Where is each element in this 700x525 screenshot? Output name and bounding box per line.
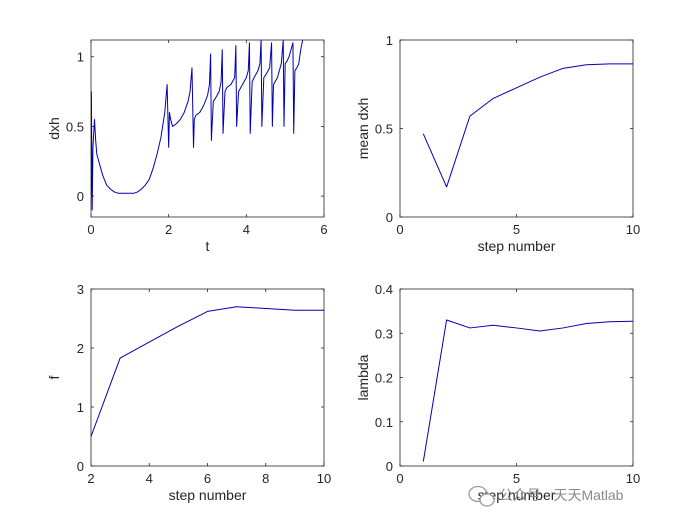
- x-axis-label: step number: [478, 238, 556, 254]
- y-axis-label: mean dxh: [355, 98, 371, 159]
- subplot-mean-dxh: 0 5 10 0 0.5 1 step number mean dxh: [355, 33, 640, 254]
- axes-box-f: [90, 288, 325, 467]
- y-axis-label: lambda: [355, 354, 371, 400]
- y-tick-label: 0: [386, 210, 393, 225]
- x-tick-label: 4: [243, 222, 250, 237]
- y-tick-label: 0.5: [66, 119, 84, 134]
- x-tick-label: 4: [146, 471, 153, 486]
- y-tick-label: 1: [77, 50, 84, 65]
- x-tick-label: 0: [396, 471, 403, 486]
- y-tick-label: 2: [77, 341, 84, 356]
- y-tick-label: 0: [386, 459, 393, 474]
- y-tick-label: 0: [77, 459, 84, 474]
- y-tick-label: 1: [386, 33, 393, 48]
- y-tick-label: 1: [77, 400, 84, 415]
- series-line-f: [91, 306, 324, 437]
- x-tick-label: 2: [87, 471, 94, 486]
- y-tick-label: 0.2: [375, 371, 393, 386]
- subplot-f: 2 4 6 8 10 0 1 2 3 step number f: [46, 282, 331, 503]
- x-tick-label: 2: [165, 222, 172, 237]
- axes-box-mean-dxh: [399, 39, 634, 218]
- y-tick-label: 0.3: [375, 326, 393, 341]
- x-tick-label: 10: [317, 471, 331, 486]
- subplot-dxh-vs-t: 0 2 4 6 0 0.5 1 t dxh: [46, 39, 328, 254]
- watermark: 公众号 · 天天Matlab: [468, 485, 624, 507]
- wechat-icon-bubble: [479, 493, 495, 507]
- x-tick-label: 10: [626, 471, 640, 486]
- subplot-lambda: 0 5 10 0 0.1 0.2 0.3 0.4 step number lambda: [355, 282, 640, 503]
- watermark-text: 公众号 · 天天Matlab: [499, 487, 624, 503]
- y-tick-label: 0.1: [375, 415, 393, 430]
- x-tick-label: 10: [626, 222, 640, 237]
- y-axis-label: dxh: [46, 117, 62, 140]
- y-tick-label: 0.4: [375, 282, 393, 297]
- y-axis-label: f: [46, 375, 62, 379]
- x-tick-label: 5: [513, 471, 520, 486]
- y-tick-label: 0: [77, 189, 84, 204]
- x-tick-label: 6: [204, 471, 211, 486]
- y-tick-label: 0.5: [375, 122, 393, 137]
- x-axis-label: t: [206, 238, 210, 254]
- x-axis-label: step number: [169, 487, 247, 503]
- x-tick-label: 5: [513, 222, 520, 237]
- axes-box-lambda: [399, 288, 634, 467]
- series-line-mean-dxh: [422, 63, 633, 188]
- axes-box-dxh-vs-t: [90, 39, 325, 218]
- series-line-dxh-vs-t: [91, 40, 304, 211]
- x-tick-label: 6: [320, 222, 327, 237]
- series-line-lambda: [422, 319, 633, 462]
- y-tick-label: 3: [77, 282, 84, 297]
- x-axis-label: step number: [478, 487, 556, 503]
- x-tick-label: 8: [262, 471, 269, 486]
- x-tick-label: 0: [87, 222, 94, 237]
- x-tick-label: 0: [396, 222, 403, 237]
